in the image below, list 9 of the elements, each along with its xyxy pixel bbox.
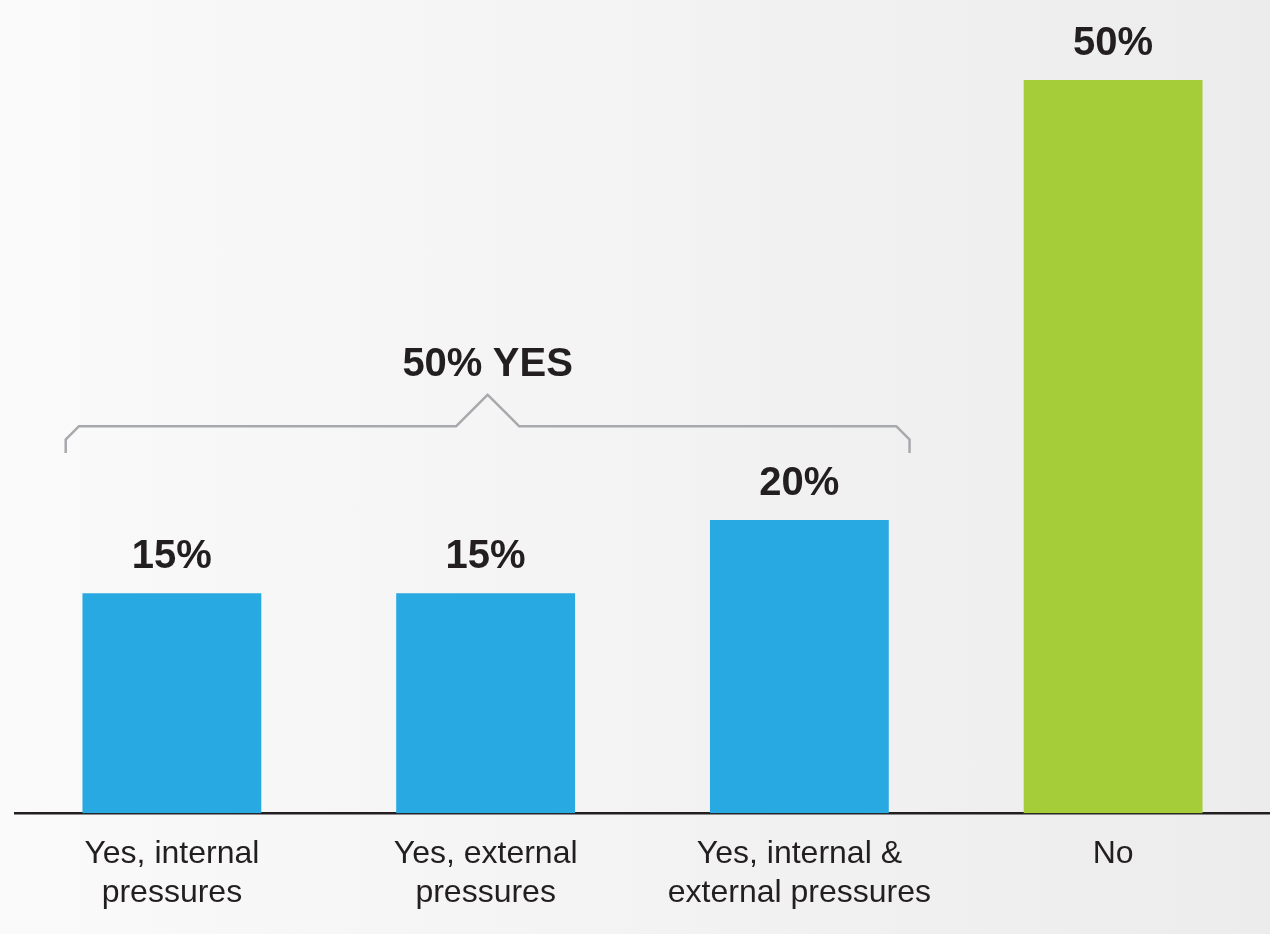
data-label: 20% — [759, 458, 840, 503]
x-tick-label: Yes, internal & external pressures — [667, 834, 931, 909]
data-label: 50% — [1073, 19, 1154, 64]
data-label: 15% — [445, 532, 526, 577]
annotation: 50% YES — [402, 339, 573, 384]
x-tick-label: Yes, external pressures — [393, 834, 578, 909]
x-tick-label: No — [1092, 834, 1134, 871]
data-label: 15% — [131, 532, 212, 577]
x-tick-label: Yes, internal pressures — [84, 834, 260, 909]
